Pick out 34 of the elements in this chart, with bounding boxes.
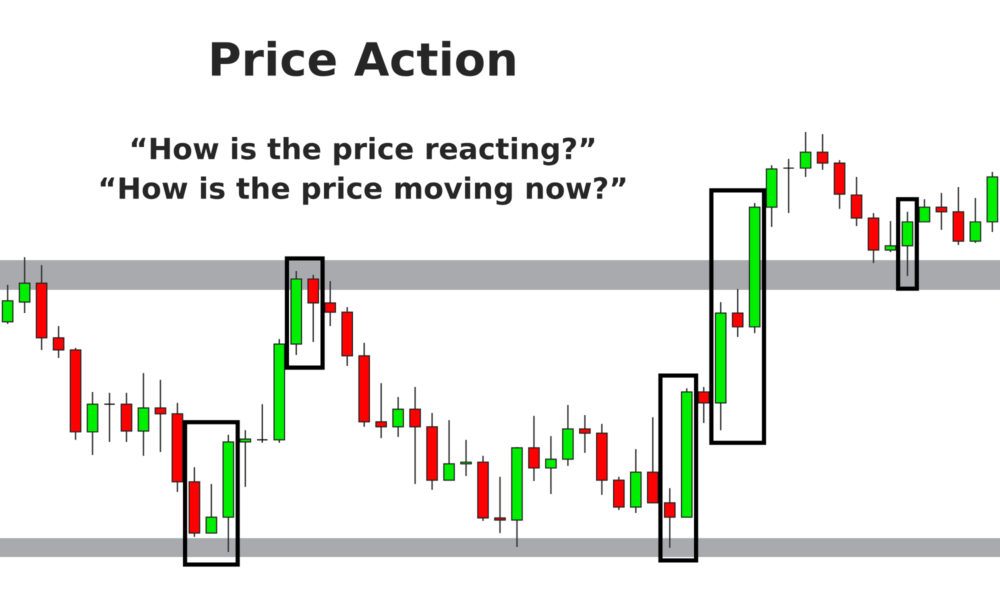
candlestick — [850, 176, 862, 227]
candlestick — [732, 288, 744, 338]
chart-title: Price Action — [212, 40, 515, 76]
candlestick — [579, 414, 591, 454]
candlestick — [18, 256, 30, 314]
candlestick — [375, 382, 387, 439]
candlestick — [800, 132, 812, 178]
candlestick — [104, 392, 116, 443]
candlestick — [2, 284, 14, 325]
candlestick — [256, 403, 268, 444]
candlestick — [918, 198, 930, 223]
candlestick — [545, 435, 557, 495]
candlestick — [52, 325, 64, 359]
candlestick — [902, 211, 914, 277]
candlestick — [138, 372, 150, 457]
candlestick — [782, 158, 794, 214]
candlestick — [528, 415, 540, 482]
candlestick — [884, 220, 896, 253]
candlestick — [664, 487, 676, 548]
candlestick — [392, 396, 404, 438]
candlestick — [494, 476, 506, 534]
candlestick — [936, 192, 948, 231]
text: “How is the price reacting?” “How is the price moving now?” — [100, 137, 626, 205]
candlestick — [409, 386, 421, 485]
candlestick — [307, 274, 320, 343]
candlestick — [698, 386, 710, 424]
candlestick — [154, 379, 166, 453]
candlestick — [970, 197, 982, 244]
candlestick — [206, 483, 218, 534]
candlestick — [460, 439, 472, 477]
candlestick — [324, 280, 336, 327]
candlestick — [240, 430, 252, 488]
candlestick — [816, 133, 828, 170]
candlestick — [443, 419, 455, 481]
